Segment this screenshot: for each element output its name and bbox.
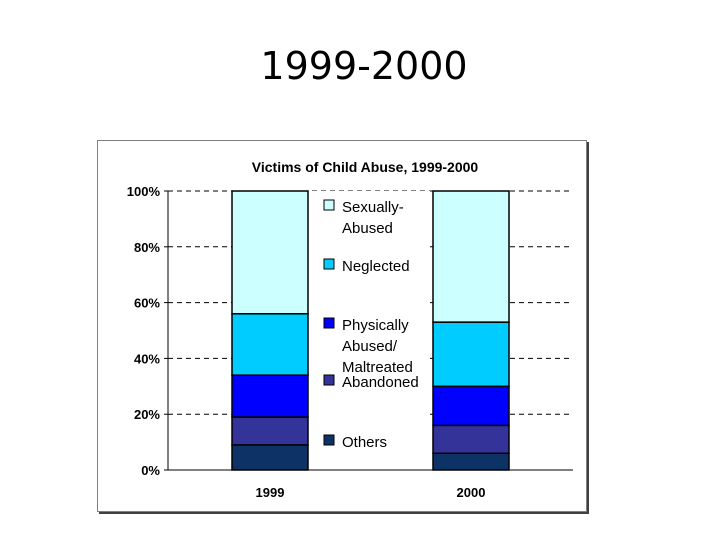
- legend-label: Abandoned: [342, 374, 419, 391]
- x-tick-label: 2000: [457, 485, 486, 500]
- axes: 0% 20% 40% 60% 80% 100% 1999 2000: [127, 184, 573, 500]
- legend-swatch: [323, 434, 335, 446]
- y-tick-label: 80%: [134, 240, 160, 255]
- slide-title: 1999-2000: [260, 44, 468, 88]
- legend-label: Physically: [342, 317, 409, 334]
- chart-frame: Victims of Child Abuse, 1999-2000 0% 20% 4…: [97, 140, 587, 512]
- legend-box: [310, 191, 430, 469]
- legend-swatch: [323, 258, 335, 270]
- legend-label: Abused: [342, 220, 393, 237]
- legend-label: Others: [342, 434, 387, 451]
- legend-label: Neglected: [342, 258, 410, 275]
- legend-label: Abused/: [342, 338, 398, 355]
- chart-title: Victims of Child Abuse, 1999-2000: [252, 159, 479, 175]
- stacked-bar-chart: Victims of Child Abuse, 1999-2000 0% 20% 4…: [127, 159, 573, 500]
- bar-segment: [231, 190, 309, 315]
- y-tick-label: 20%: [134, 407, 160, 422]
- bar-segment: [231, 444, 309, 471]
- y-tick-label: 40%: [134, 351, 160, 366]
- bar-segment: [432, 424, 510, 455]
- y-tick-label: 100%: [127, 184, 161, 199]
- bars: [231, 190, 510, 471]
- legend-label: Sexually-: [342, 199, 404, 216]
- bar-segment: [432, 385, 510, 427]
- legend-label: Maltreated: [342, 359, 413, 376]
- bar-segment: [231, 374, 309, 418]
- bar-segment: [231, 416, 309, 446]
- x-tick-label: 1999: [256, 485, 285, 500]
- legend-swatch: [323, 317, 335, 329]
- legend-swatch: [323, 199, 335, 211]
- bar-segment: [432, 452, 510, 471]
- bar-segment: [432, 190, 510, 323]
- bar-segment: [432, 321, 510, 388]
- legend: Sexually- Abused Neglected Physically Abused…: [310, 191, 430, 469]
- y-tick-label: 0%: [141, 463, 160, 478]
- y-tick-label: 60%: [134, 296, 160, 311]
- legend-swatch: [323, 374, 335, 386]
- bar-segment: [231, 313, 309, 376]
